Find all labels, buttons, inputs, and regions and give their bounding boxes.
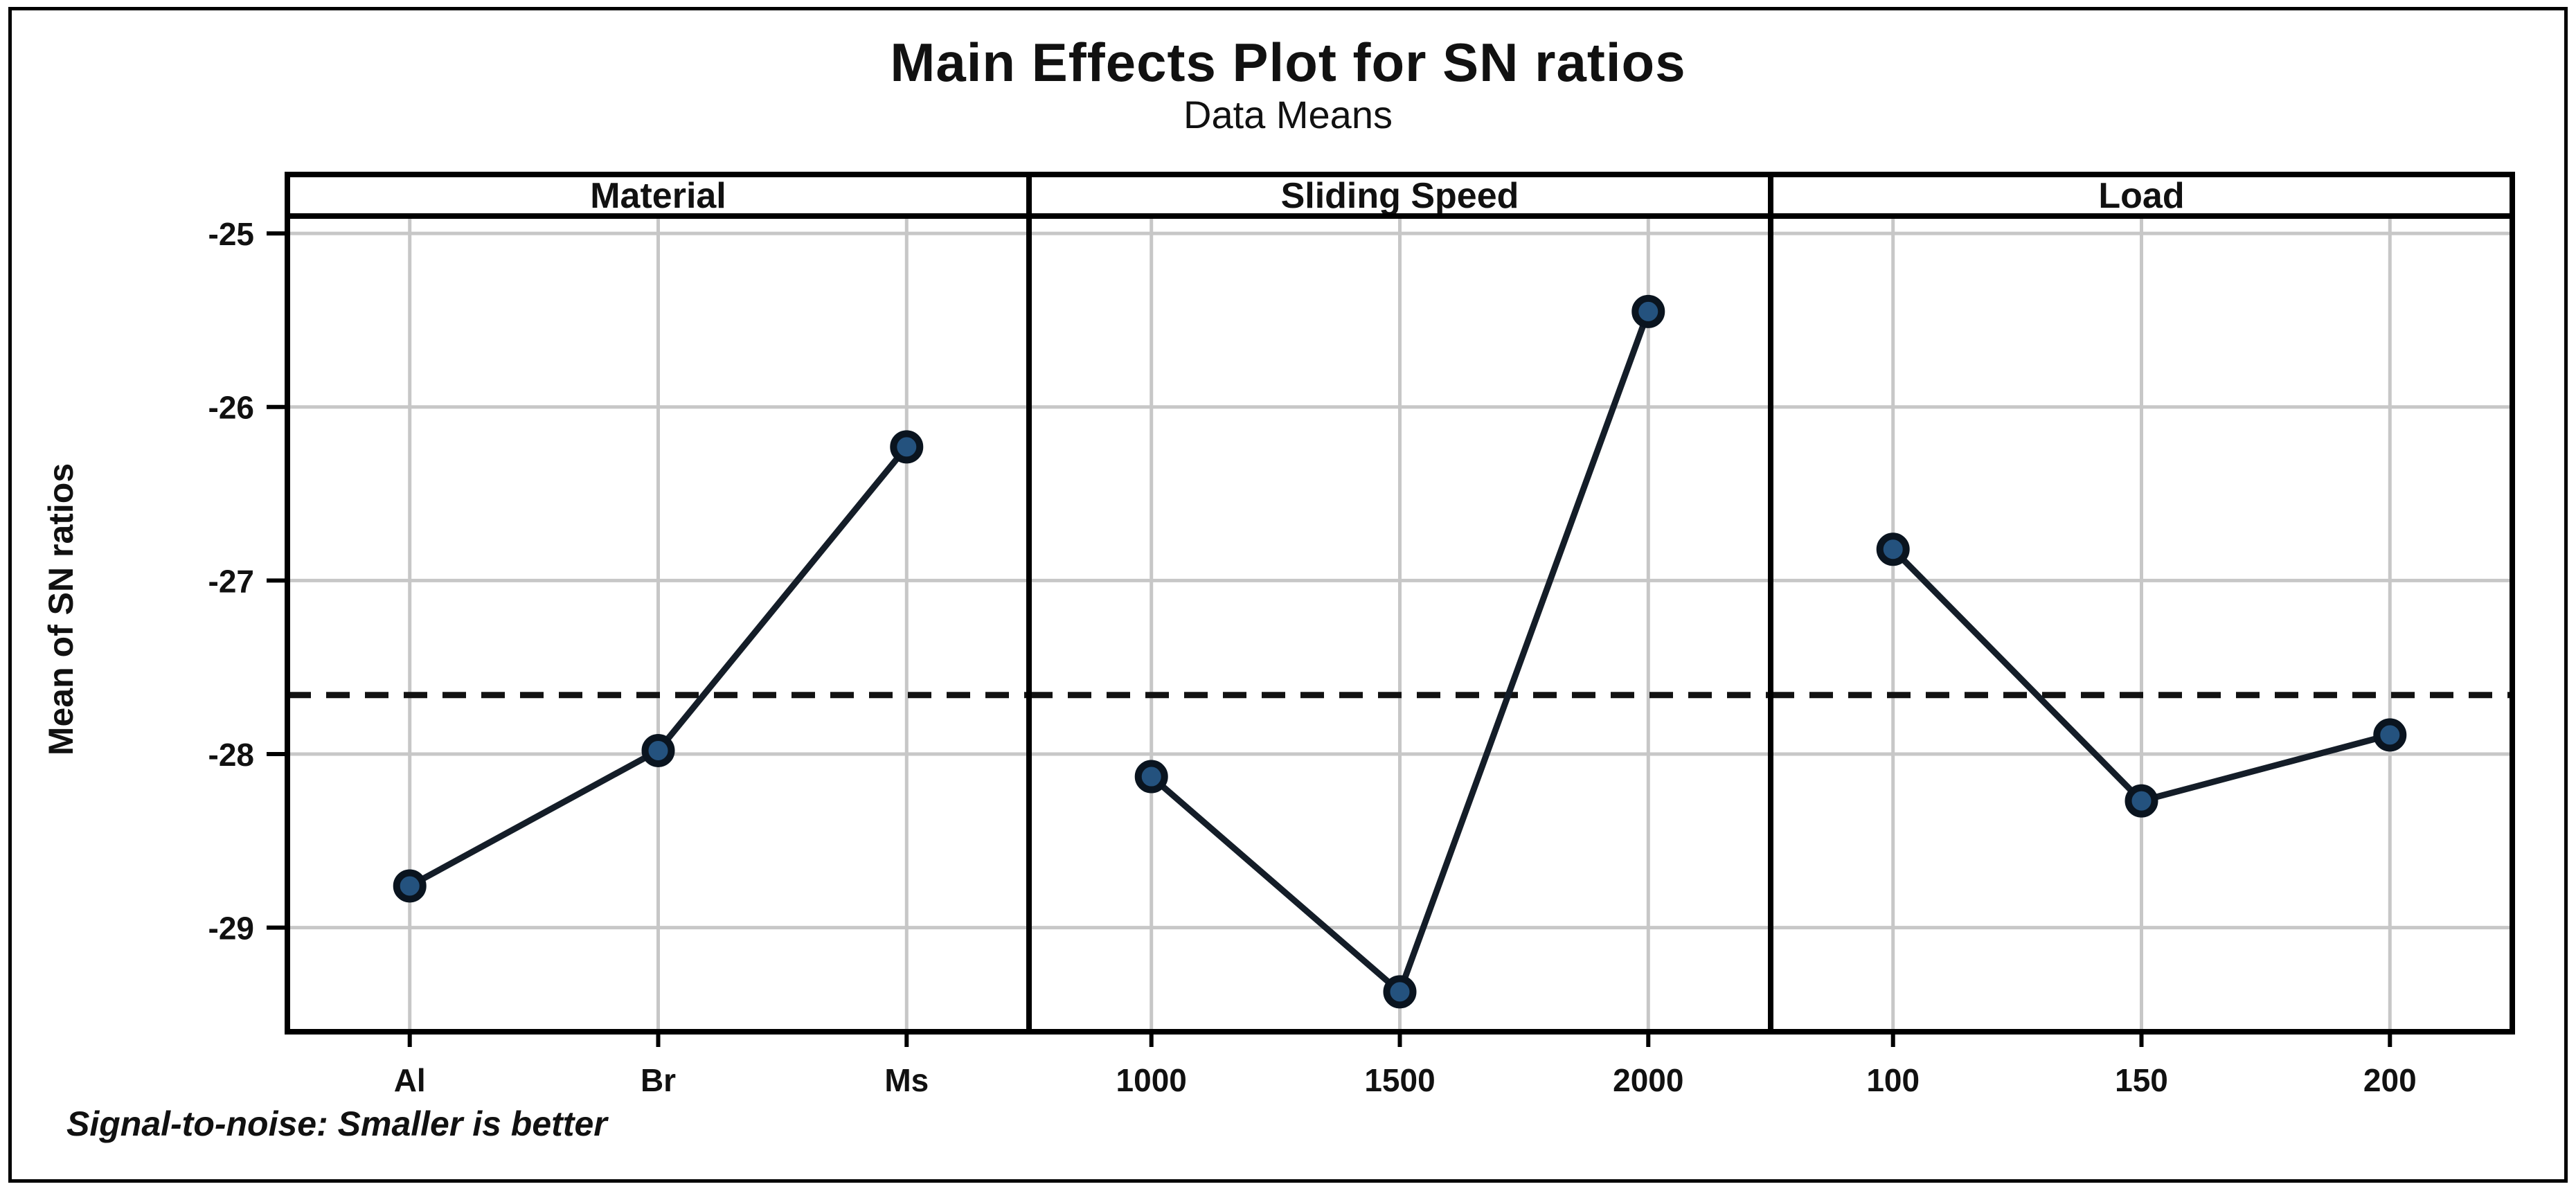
title-block: Main Effects Plot for SN ratios Data Mea… — [0, 32, 2576, 137]
y-tick-label: -25 — [208, 216, 254, 252]
x-tick-label: Ms — [884, 1062, 929, 1098]
y-tick-label: -26 — [208, 390, 254, 426]
x-tick-label: 150 — [2115, 1062, 2168, 1098]
data-point-marker — [1383, 975, 1417, 1009]
data-point-marker — [1134, 760, 1168, 794]
x-tick-label: 100 — [1866, 1062, 1920, 1098]
panel-header — [1768, 172, 2515, 219]
x-tick-label: Br — [641, 1062, 676, 1098]
y-tick-label: -29 — [208, 911, 254, 947]
y-tick-label: -28 — [208, 737, 254, 773]
x-tick-label: 2000 — [1613, 1062, 1683, 1098]
data-point-marker — [890, 430, 924, 464]
y-tick-label: -27 — [208, 563, 254, 599]
footnote: Signal-to-noise: Smaller is better — [66, 1104, 607, 1143]
data-point-marker — [393, 869, 427, 903]
panel-header-label: Sliding Speed — [1281, 176, 1519, 216]
chart-title: Main Effects Plot for SN ratios — [890, 32, 1686, 93]
x-tick-label: Al — [394, 1062, 426, 1098]
data-point-marker — [641, 733, 675, 767]
panel-header-label: Load — [2098, 176, 2184, 216]
data-point-marker — [1631, 294, 1665, 328]
panel-header-label: Material — [590, 176, 726, 216]
data-point-marker — [1876, 532, 1910, 566]
data-point-marker — [2125, 784, 2158, 818]
x-tick-label: 200 — [2363, 1062, 2417, 1098]
x-tick-label: 1000 — [1116, 1062, 1187, 1098]
chart-subtitle: Data Means — [1183, 93, 1393, 136]
x-tick-label: 1500 — [1364, 1062, 1435, 1098]
data-point-marker — [2373, 718, 2407, 752]
